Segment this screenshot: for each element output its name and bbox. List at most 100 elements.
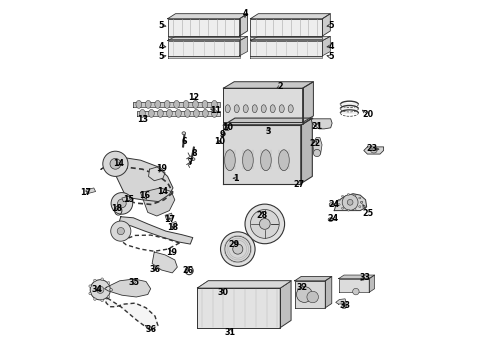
- Polygon shape: [223, 118, 312, 125]
- Ellipse shape: [370, 148, 377, 153]
- Ellipse shape: [342, 305, 346, 309]
- Ellipse shape: [111, 221, 131, 241]
- Text: 33: 33: [359, 274, 370, 282]
- Text: 2: 2: [277, 82, 283, 91]
- Ellipse shape: [354, 194, 356, 196]
- Polygon shape: [223, 125, 301, 184]
- Ellipse shape: [288, 105, 293, 113]
- Text: 18: 18: [168, 223, 178, 232]
- Ellipse shape: [252, 105, 257, 113]
- Text: 5: 5: [159, 21, 164, 30]
- Ellipse shape: [118, 199, 126, 208]
- Ellipse shape: [328, 218, 333, 221]
- Ellipse shape: [101, 278, 103, 280]
- Ellipse shape: [225, 105, 230, 113]
- Text: 12: 12: [188, 93, 199, 102]
- Text: 3: 3: [266, 127, 271, 136]
- Ellipse shape: [110, 289, 112, 291]
- Text: 15: 15: [123, 194, 135, 203]
- Text: 14: 14: [157, 187, 168, 196]
- Text: 28: 28: [257, 211, 268, 220]
- Text: 35: 35: [128, 278, 140, 287]
- Text: 5: 5: [329, 52, 334, 61]
- Polygon shape: [137, 111, 220, 116]
- Polygon shape: [339, 275, 374, 279]
- Text: 27: 27: [294, 180, 305, 189]
- Ellipse shape: [261, 105, 266, 113]
- Polygon shape: [119, 217, 193, 244]
- Ellipse shape: [359, 197, 361, 199]
- Ellipse shape: [347, 194, 349, 195]
- Polygon shape: [141, 188, 175, 216]
- Ellipse shape: [191, 158, 195, 161]
- Polygon shape: [294, 281, 325, 308]
- Text: 1: 1: [234, 174, 239, 183]
- Polygon shape: [165, 213, 173, 220]
- Text: 18: 18: [112, 204, 123, 213]
- Polygon shape: [250, 56, 322, 58]
- Polygon shape: [303, 82, 314, 122]
- Ellipse shape: [107, 282, 110, 284]
- Text: 34: 34: [91, 285, 102, 294]
- Ellipse shape: [342, 195, 343, 197]
- Text: 4: 4: [159, 41, 164, 50]
- Polygon shape: [336, 299, 346, 304]
- Text: 16: 16: [139, 191, 150, 200]
- Ellipse shape: [225, 236, 251, 262]
- Polygon shape: [168, 36, 247, 41]
- Polygon shape: [101, 158, 173, 202]
- Ellipse shape: [233, 244, 243, 254]
- Text: 25: 25: [363, 209, 374, 217]
- Text: 26: 26: [183, 266, 194, 275]
- Ellipse shape: [279, 105, 284, 113]
- Polygon shape: [240, 36, 247, 56]
- Ellipse shape: [243, 105, 248, 113]
- Text: 22: 22: [309, 139, 320, 148]
- Ellipse shape: [164, 100, 170, 108]
- Ellipse shape: [347, 209, 349, 211]
- Ellipse shape: [193, 100, 198, 108]
- Ellipse shape: [94, 279, 96, 282]
- Polygon shape: [197, 288, 280, 328]
- Ellipse shape: [117, 228, 124, 235]
- Polygon shape: [148, 166, 165, 181]
- Polygon shape: [311, 119, 332, 129]
- Text: 19: 19: [156, 164, 167, 173]
- Polygon shape: [250, 19, 322, 36]
- Polygon shape: [301, 118, 312, 184]
- Ellipse shape: [90, 280, 110, 300]
- Text: 21: 21: [312, 122, 322, 131]
- Ellipse shape: [103, 151, 128, 176]
- Text: 29: 29: [228, 240, 239, 249]
- Ellipse shape: [110, 158, 121, 169]
- Text: 5: 5: [329, 21, 334, 30]
- Text: 23: 23: [366, 144, 377, 153]
- Polygon shape: [168, 14, 247, 19]
- Ellipse shape: [94, 298, 96, 300]
- Ellipse shape: [296, 287, 312, 302]
- Ellipse shape: [224, 150, 235, 171]
- Text: 13: 13: [137, 115, 148, 124]
- Ellipse shape: [212, 109, 217, 117]
- Ellipse shape: [245, 204, 285, 244]
- Ellipse shape: [353, 288, 359, 295]
- Text: 17: 17: [164, 215, 175, 224]
- Ellipse shape: [140, 109, 145, 117]
- Polygon shape: [86, 188, 96, 194]
- Polygon shape: [294, 276, 332, 281]
- Ellipse shape: [146, 100, 151, 108]
- Text: 14: 14: [113, 159, 124, 168]
- Ellipse shape: [107, 296, 110, 298]
- Ellipse shape: [167, 109, 172, 117]
- Ellipse shape: [111, 193, 133, 214]
- Ellipse shape: [361, 201, 363, 203]
- Polygon shape: [168, 41, 240, 56]
- Ellipse shape: [243, 150, 253, 171]
- Text: 11: 11: [210, 106, 221, 115]
- Polygon shape: [364, 147, 384, 154]
- Text: 5: 5: [159, 52, 164, 61]
- Ellipse shape: [182, 132, 186, 135]
- Ellipse shape: [174, 100, 179, 108]
- Polygon shape: [250, 14, 330, 19]
- Polygon shape: [339, 279, 369, 292]
